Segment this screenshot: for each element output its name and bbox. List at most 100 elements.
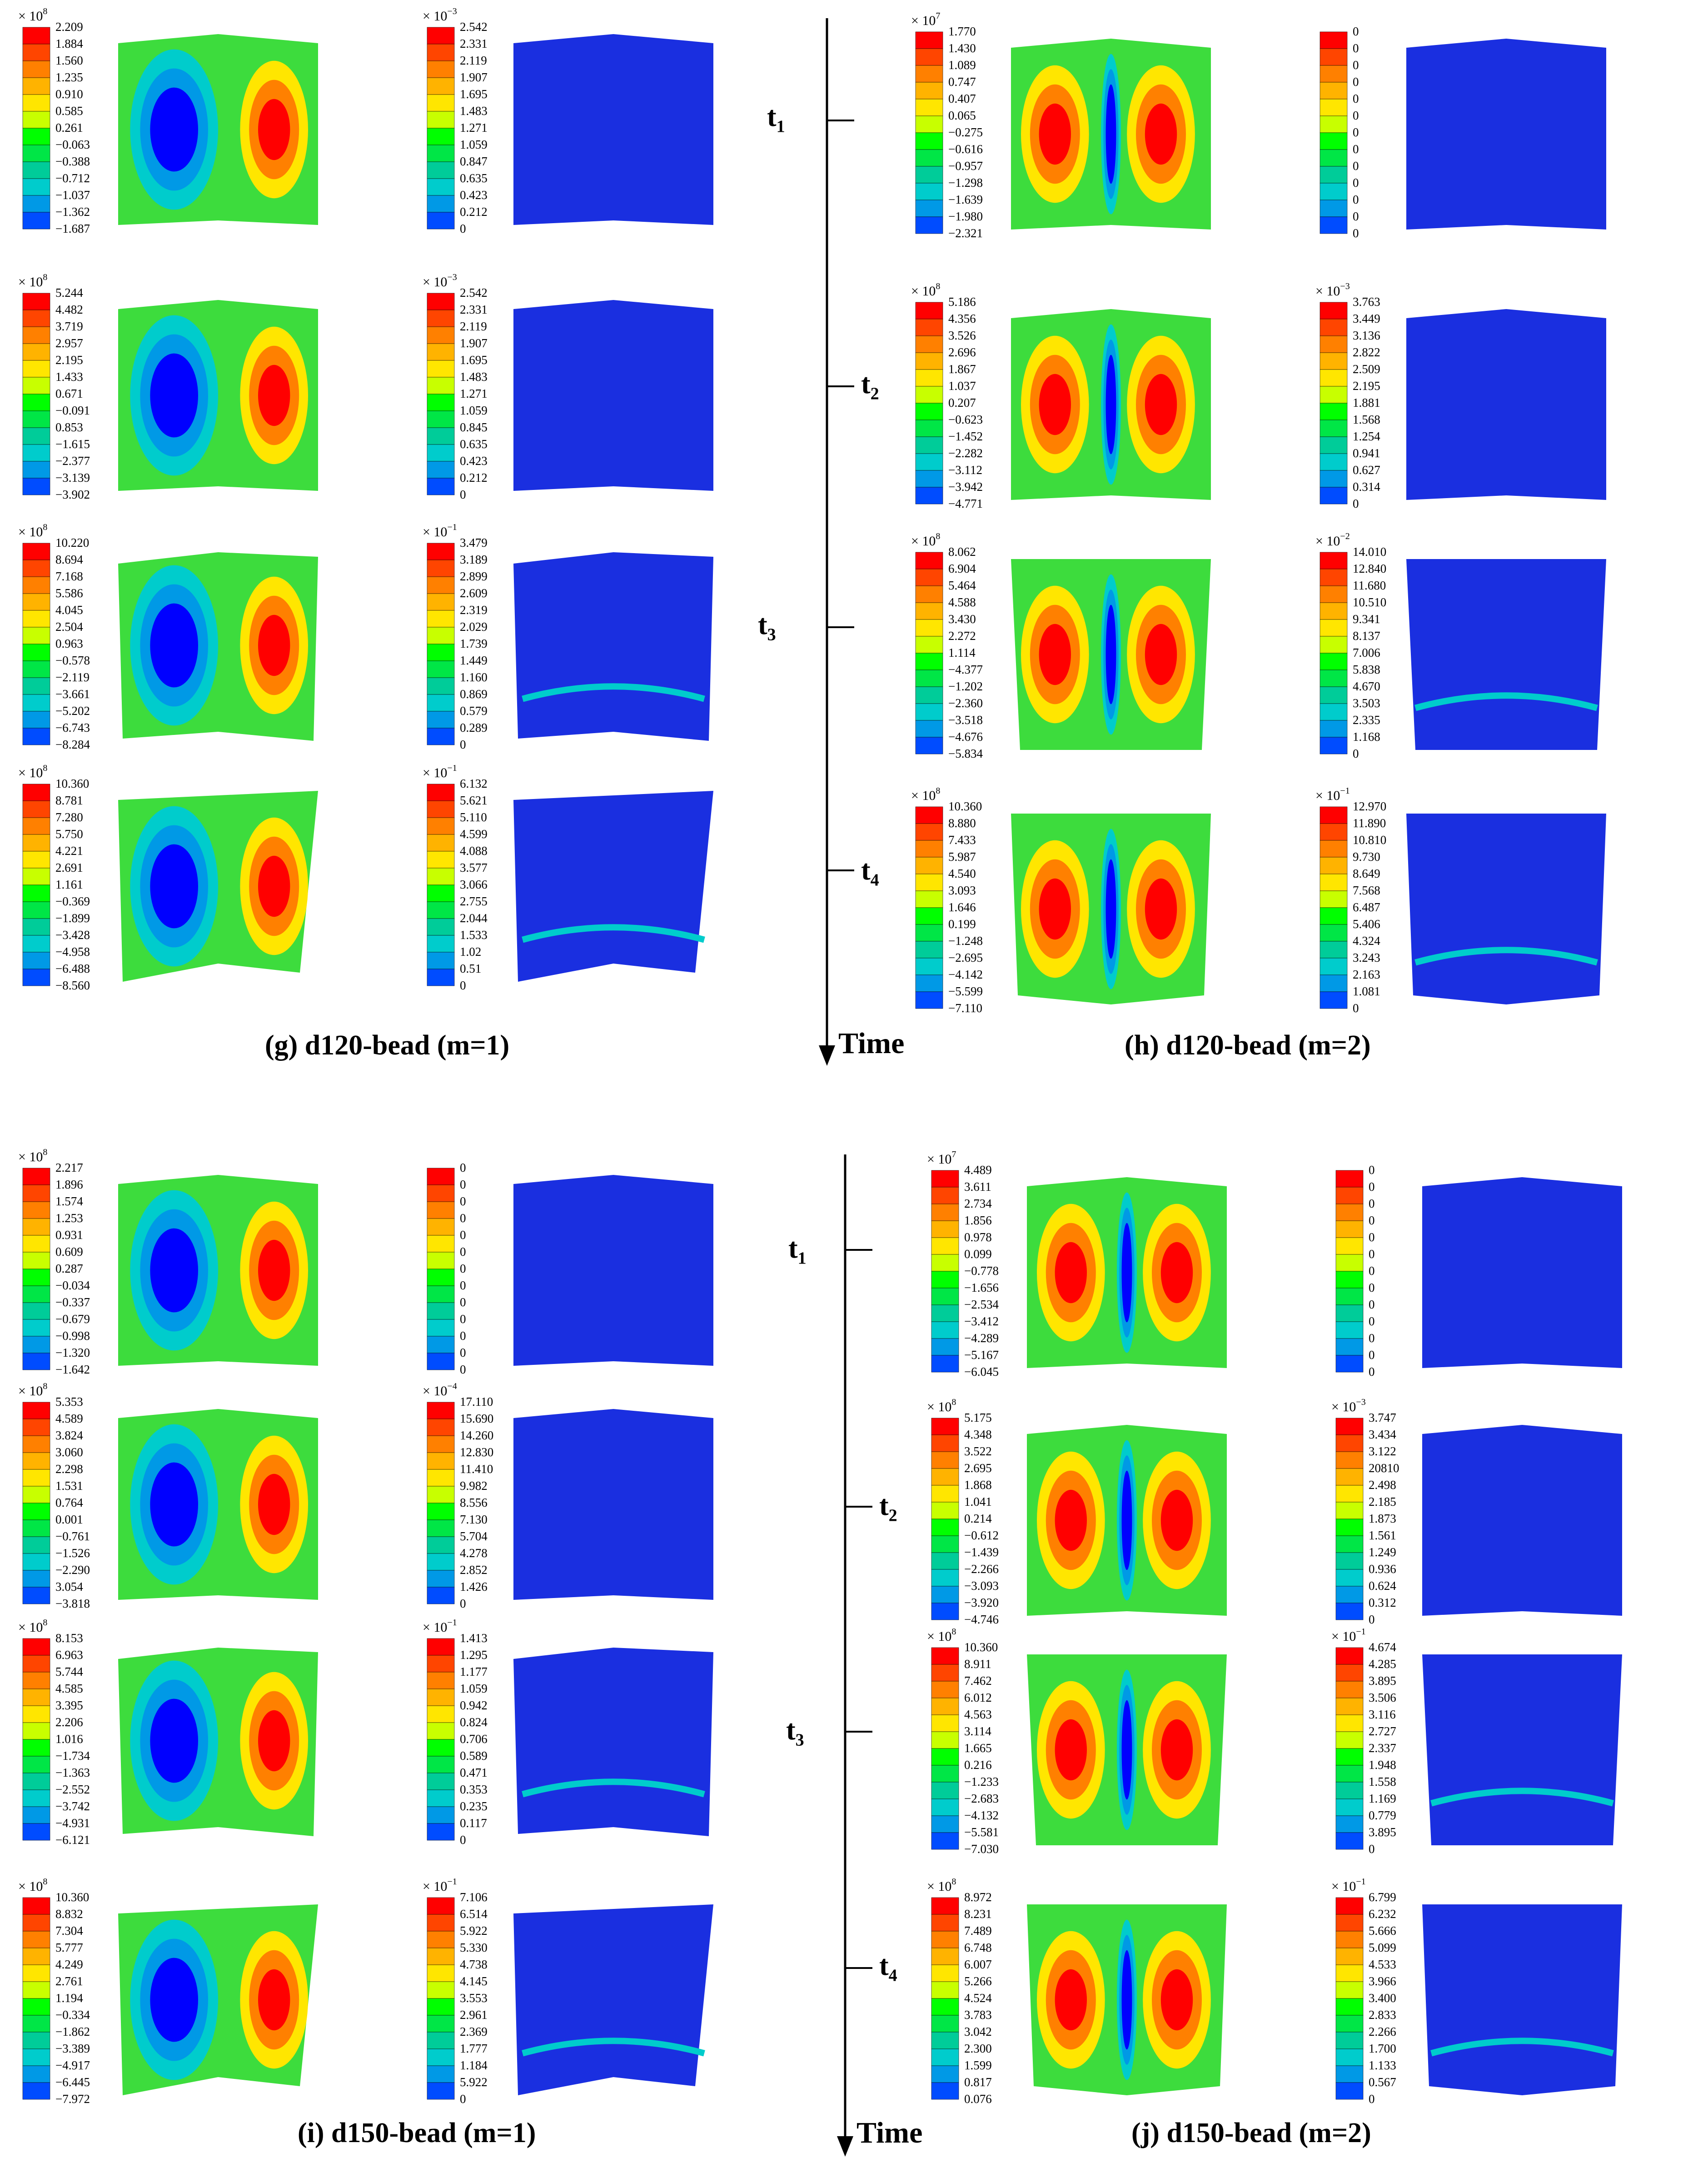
- legend-value: 6.514: [460, 1907, 488, 1921]
- strain-legend: × 10−16.799 6.232 5.666 5.099 4.533 3.966 3.40…: [1331, 1877, 1396, 2106]
- legend-swatch: [915, 974, 943, 992]
- legend-value: −3.139: [55, 471, 90, 485]
- legend-swatch: [915, 386, 943, 404]
- legend-swatch: [22, 427, 50, 445]
- legend-value: 2.266: [1369, 2025, 1396, 2038]
- legend-value: −1.734: [55, 1749, 90, 1763]
- legend-value: 2.957: [55, 336, 83, 350]
- legend-value: 10.810: [1353, 833, 1386, 847]
- legend-swatch: [915, 552, 943, 569]
- legend-value: 0.289: [460, 721, 488, 734]
- legend-swatch: [427, 1672, 455, 1689]
- legend-value: 0: [1353, 109, 1359, 122]
- legend-value: −2.321: [948, 226, 983, 240]
- legend-value: 8.972: [964, 1890, 992, 1904]
- legend-swatch: [915, 669, 943, 687]
- legend-value: 1.568: [1353, 413, 1380, 426]
- legend-value: 2.217: [55, 1161, 83, 1174]
- legend-value: −2.282: [948, 446, 983, 460]
- contour-ring: [258, 99, 290, 160]
- model-surface: [1406, 559, 1606, 750]
- legend-exponent: × 108: [911, 532, 940, 549]
- legend-value: 4.482: [55, 303, 83, 316]
- model-surface: [1422, 1177, 1622, 1368]
- legend-swatch: [427, 1452, 455, 1470]
- model-surface: [513, 1904, 713, 2095]
- legend-swatch: [1335, 1519, 1364, 1536]
- legend-value: 4.489: [964, 1163, 992, 1177]
- legend-value: 2.300: [964, 2042, 992, 2055]
- legend-value: 12.970: [1353, 799, 1386, 813]
- legend-swatch: [931, 1170, 959, 1188]
- legend-swatch: [915, 200, 943, 217]
- legend-swatch: [931, 1731, 959, 1749]
- legend-value: 0: [1369, 1842, 1375, 1856]
- legend-swatch: [427, 1503, 455, 1520]
- legend-exponent: × 108: [911, 282, 940, 299]
- legend-swatch: [915, 82, 943, 100]
- legend-swatch: [931, 1569, 959, 1587]
- contour-ring: [150, 1958, 199, 2042]
- legend-swatch: [915, 335, 943, 353]
- legend-swatch: [427, 1168, 455, 1185]
- legend-value: −1.980: [948, 210, 983, 223]
- legend-value: 5.666: [1369, 1924, 1396, 1938]
- legend-value: 3.054: [55, 1580, 83, 1594]
- legend-value: 0: [1369, 1264, 1375, 1278]
- legend-value: −0.957: [948, 159, 983, 173]
- legend-swatch: [427, 2032, 455, 2049]
- legend-swatch: [1320, 941, 1348, 959]
- legend-value: 8.556: [460, 1496, 488, 1509]
- legend-value: 1.700: [1369, 2042, 1396, 2055]
- legend-swatch: [1320, 200, 1348, 217]
- legend-value: 0: [1369, 1281, 1375, 1294]
- legend-swatch: [915, 149, 943, 167]
- legend-exponent: × 108: [18, 1382, 47, 1399]
- strain-contour-model: [513, 1409, 713, 1600]
- legend-swatch: [1335, 1535, 1364, 1553]
- legend-swatch: [427, 1638, 455, 1656]
- legend-value: 5.777: [55, 1941, 83, 1954]
- legend-swatch: [931, 1647, 959, 1665]
- stress-contour-model: [118, 1409, 318, 1600]
- legend-value: 1.695: [460, 87, 488, 101]
- legend-swatch: [1335, 1897, 1364, 1915]
- legend-swatch: [1320, 31, 1348, 49]
- legend-value: 0.671: [55, 387, 83, 400]
- legend-value: −5.202: [55, 704, 90, 718]
- legend-value: 2.331: [460, 37, 488, 50]
- legend-value: 1.081: [1353, 984, 1380, 998]
- legend-value: 6.799: [1369, 1890, 1396, 1904]
- legend-swatch: [931, 1698, 959, 1715]
- legend-value: −2.534: [964, 1298, 999, 1311]
- legend-swatch: [931, 2032, 959, 2049]
- stress-contour-model: [118, 1648, 318, 1836]
- legend-value: −1.452: [948, 430, 983, 443]
- legend-value: 5.922: [460, 1924, 488, 1938]
- legend-value: 0: [460, 1295, 466, 1309]
- strain-legend: × 10−33.763 3.449 3.136 2.822 2.509 2.195 1.88…: [1315, 282, 1380, 510]
- legend-swatch: [427, 1897, 455, 1915]
- legend-swatch: [931, 1187, 959, 1204]
- legend-swatch: [931, 1981, 959, 1999]
- timeline-bottom: [837, 1154, 872, 2157]
- legend-value: −1.363: [55, 1766, 90, 1779]
- contour-ring: [1039, 103, 1071, 165]
- legend-swatch: [427, 817, 455, 835]
- legend-swatch: [915, 907, 943, 925]
- legend-value: 6.963: [55, 1648, 83, 1662]
- legend-swatch: [915, 420, 943, 437]
- legend-exponent: × 10−1: [1331, 1877, 1366, 1894]
- legend-swatch: [1335, 1586, 1364, 1604]
- legend-value: 5.838: [1353, 663, 1380, 676]
- legend-value: −0.578: [55, 654, 90, 667]
- legend-swatch: [22, 1519, 50, 1537]
- legend-swatch: [427, 478, 455, 495]
- legend-exponent: × 107: [927, 1150, 956, 1167]
- legend-swatch: [1320, 453, 1348, 471]
- legend-value: 4.145: [460, 1974, 488, 1988]
- stress-legend: × 108 8.062 6.904 5.464 4.588 3.430 2.272 1.114…: [911, 532, 983, 760]
- legend-swatch: [427, 1789, 455, 1807]
- legend-value: 6.012: [964, 1691, 992, 1704]
- legend-swatch: [1320, 840, 1348, 858]
